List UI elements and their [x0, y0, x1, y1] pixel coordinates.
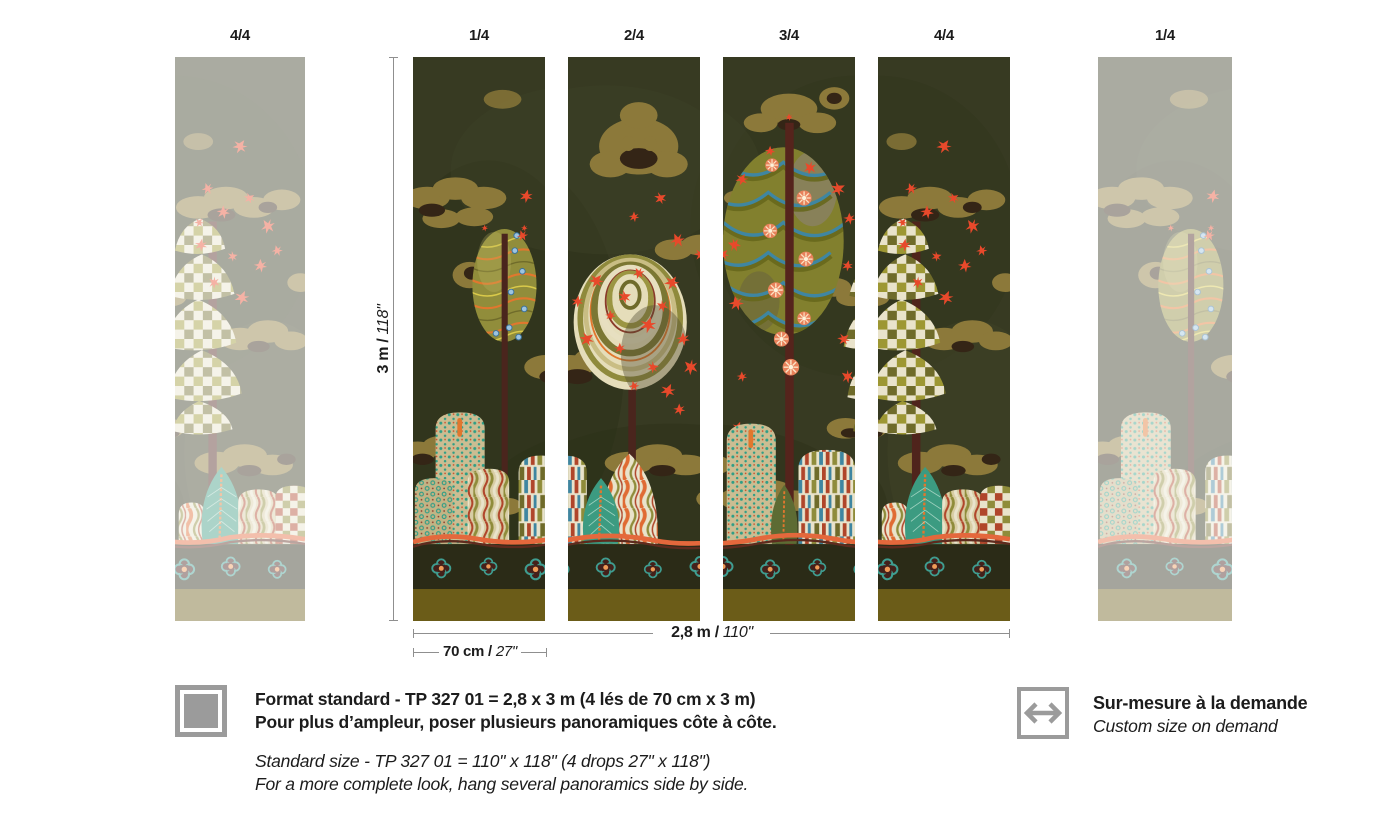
wallpaper-panel-4-4: [878, 57, 1010, 621]
wallpaper-panel-2-4: [568, 57, 700, 621]
total-width-imperial: 110": [722, 624, 753, 641]
drop-width-metric: 70 cm /: [443, 643, 492, 660]
height-imperial: 118": [375, 304, 392, 335]
height-metric: 3 m /: [375, 338, 392, 374]
height-dimension-tick-bottom: [389, 620, 398, 621]
wallpaper-panel-faded-4-4: [175, 57, 305, 621]
total-width-metric: 2,8 m /: [671, 624, 719, 641]
wallpaper-panel-3-4: [723, 57, 855, 621]
height-dimension-tick-top: [389, 57, 398, 58]
panel-label: 3/4: [779, 27, 799, 44]
format-en-line2: For a more complete look, hang several p…: [255, 774, 749, 794]
drop-width-imperial: 27": [495, 643, 517, 660]
panel-label: 1/4: [1155, 27, 1175, 44]
drop-width-label: 70 cm /27": [438, 643, 522, 660]
panel-label: 4/4: [934, 27, 954, 44]
panel-label: 2/4: [624, 27, 644, 44]
custom-size-fr: Sur-mesure à la demande: [1093, 693, 1308, 713]
height-dimension-line: [393, 57, 394, 621]
total-width-tick-right: [1009, 629, 1010, 638]
format-en-line1: Standard size - TP 327 01 = 110" x 118" …: [255, 751, 711, 771]
panel-label: 4/4: [230, 27, 250, 44]
drop-width-line-right: [521, 652, 547, 653]
custom-size-info: Sur-mesure à la demande Custom size on d…: [1093, 692, 1308, 738]
wallpaper-panel-faded-1-4: [1098, 57, 1232, 621]
format-info-fr: Format standard - TP 327 01 = 2,8 x 3 m …: [255, 688, 777, 734]
horizontal-resize-arrow-icon: [1017, 687, 1069, 739]
format-info-en: Standard size - TP 327 01 = 110" x 118" …: [255, 750, 748, 796]
total-width-tick-left: [413, 629, 414, 638]
wallpaper-panel-1-4: [413, 57, 545, 621]
custom-size-en: Custom size on demand: [1093, 716, 1278, 736]
drop-width-tick-left: [413, 648, 414, 657]
height-dimension-label: 3 m / 118": [375, 279, 393, 399]
format-fr-line2: Pour plus d’ampleur, poser plusieurs pan…: [255, 712, 777, 732]
panel-label: 1/4: [469, 27, 489, 44]
drop-width-tick-right: [546, 648, 547, 657]
total-width-line-right: [770, 633, 1010, 634]
total-width-label: 2,8 m /110": [656, 624, 768, 642]
drop-width-line-left: [413, 652, 439, 653]
square-swatch-inner: [184, 694, 218, 728]
format-fr-line1: Format standard - TP 327 01 = 2,8 x 3 m …: [255, 689, 756, 709]
square-swatch-icon: [175, 685, 227, 737]
total-width-line-left: [413, 633, 653, 634]
